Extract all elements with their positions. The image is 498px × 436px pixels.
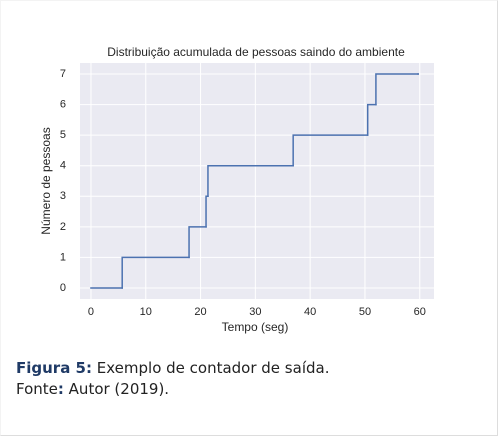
x-tick-label: 50 [359,306,371,318]
y-tick-label: 4 [60,160,66,172]
step-segment [366,103,377,136]
plot-area [80,63,434,299]
x-tick-label: 10 [140,306,152,318]
y-tick-label: 5 [60,129,66,141]
caption-line: Figura 5: Exemplo de contador de saída. [16,358,329,379]
y-tick-label: 1 [60,251,66,263]
source-text: Autor (2019). [68,380,170,398]
chart: Distribuição acumulada de pessoas saindo… [39,45,434,334]
x-tick-label: 60 [414,306,426,318]
x-axis-label: Tempo (seg) [222,320,289,334]
x-tick-label: 40 [304,306,316,318]
x-tick-label: 30 [249,306,261,318]
step-segment [207,164,294,198]
y-axis-label: Número de pessoas [39,127,53,234]
x-tick-label: 0 [88,306,94,318]
caption: Figura 5: Exemplo de contador de saída. … [16,358,329,400]
x-tick-label: 20 [194,306,206,318]
figure-label: Figura 5: [16,359,92,377]
y-tick-label: 0 [60,282,66,294]
source-label: Fonte [16,380,58,398]
source-sep: : [57,380,64,398]
step-segment [375,73,419,106]
step-segment [121,256,190,289]
step-segment [188,226,207,259]
y-tick-label: 3 [60,190,66,202]
figure-text: Exemplo de contador de saída. [96,359,330,377]
y-tick-label: 2 [60,221,66,233]
y-tick-label: 7 [60,68,66,80]
y-tick-label: 6 [60,98,66,110]
chart-title: Distribuição acumulada de pessoas saindo… [107,45,405,59]
source-line: Fonte: Autor (2019). [16,379,329,400]
step-segment [292,134,369,167]
